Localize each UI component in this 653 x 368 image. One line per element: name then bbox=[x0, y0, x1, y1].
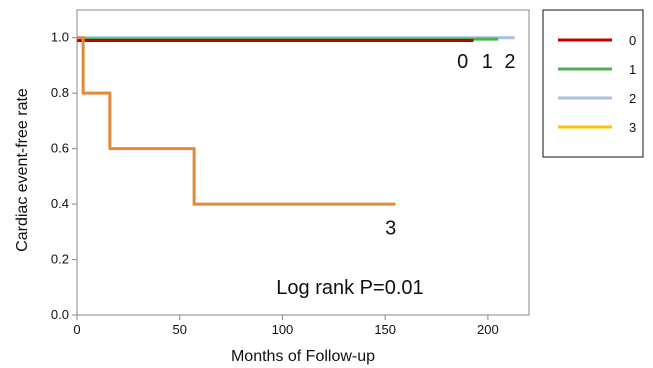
y-tick-label: 0.4 bbox=[51, 196, 69, 211]
y-tick-label: 1.0 bbox=[51, 30, 69, 45]
y-tick-label: 0.8 bbox=[51, 85, 69, 100]
curve-label: 2 bbox=[504, 51, 515, 73]
legend-label: 3 bbox=[629, 120, 636, 135]
y-tick-label: 0.6 bbox=[51, 141, 69, 156]
x-tick-label: 150 bbox=[374, 322, 396, 337]
y-axis-ticks: 0.0 0.2 0.4 0.6 0.8 1.0 bbox=[51, 30, 77, 322]
x-axis-ticks: 0 50 100 150 200 bbox=[73, 315, 499, 337]
x-tick-label: 200 bbox=[477, 322, 499, 337]
y-tick-label: 0.0 bbox=[51, 307, 69, 322]
annotation-layer: 0 1 2 3 Log rank P=0.01 bbox=[276, 51, 515, 299]
x-axis-title: Months of Follow-up bbox=[231, 348, 375, 365]
x-tick-label: 0 bbox=[73, 322, 80, 337]
curve-label: 3 bbox=[385, 218, 396, 240]
legend-box bbox=[542, 9, 644, 158]
legend-label: 0 bbox=[629, 33, 636, 48]
x-tick-label: 100 bbox=[272, 322, 294, 337]
legend-label: 1 bbox=[629, 62, 636, 77]
series-line-3 bbox=[77, 36, 396, 206]
curve-label: 0 bbox=[457, 51, 468, 73]
legend: 0 1 2 3 bbox=[542, 9, 644, 158]
curve-label: 1 bbox=[482, 51, 493, 73]
log-rank-annotation: Log rank P=0.01 bbox=[276, 277, 423, 299]
plot-frame bbox=[76, 9, 530, 316]
x-tick-label: 50 bbox=[172, 322, 186, 337]
y-axis-title: Cardiac event-free rate bbox=[14, 88, 31, 252]
y-tick-label: 0.2 bbox=[51, 252, 69, 267]
legend-label: 2 bbox=[629, 91, 636, 106]
series-layer bbox=[77, 36, 515, 206]
